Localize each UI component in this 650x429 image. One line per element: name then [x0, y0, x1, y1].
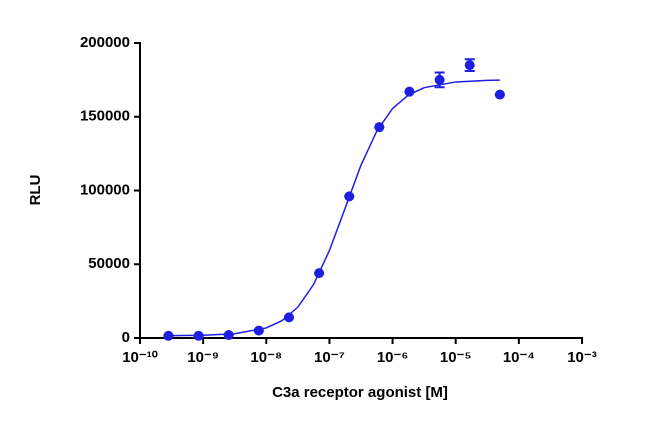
x-tick-label: 10⁻¹⁰ [122, 349, 158, 366]
y-tick-label: 150000 [80, 108, 130, 125]
data-point [193, 330, 204, 341]
data-point [314, 268, 325, 279]
x-tick-label: 10⁻⁴ [503, 349, 535, 366]
x-tick-label: 10⁻³ [567, 349, 597, 366]
data-point [223, 330, 234, 341]
y-tick-label: 50000 [88, 255, 130, 272]
y-tick-label: 100000 [80, 181, 130, 198]
x-tick-label: 10⁻⁷ [314, 349, 345, 366]
data-point [464, 60, 475, 71]
x-tick-label: 10⁻⁸ [250, 349, 282, 366]
data-point [284, 312, 295, 323]
data-point [163, 330, 174, 341]
x-tick-label: 10⁻⁹ [187, 349, 219, 366]
x-tick-label: 10⁻⁵ [440, 349, 472, 366]
data-point [253, 325, 264, 336]
data-point [494, 89, 505, 100]
x-axis-title: C3a receptor agonist [M] [272, 384, 448, 401]
y-tick-label: 200000 [80, 34, 130, 51]
x-tick-label: 10⁻⁶ [377, 349, 409, 366]
data-point [374, 122, 385, 133]
y-tick-label: 0 [122, 329, 130, 346]
data-point [404, 86, 415, 97]
y-axis-title: RLU [27, 175, 44, 206]
data-point [434, 74, 445, 85]
fit-curve [171, 79, 500, 337]
data-point [344, 191, 355, 202]
